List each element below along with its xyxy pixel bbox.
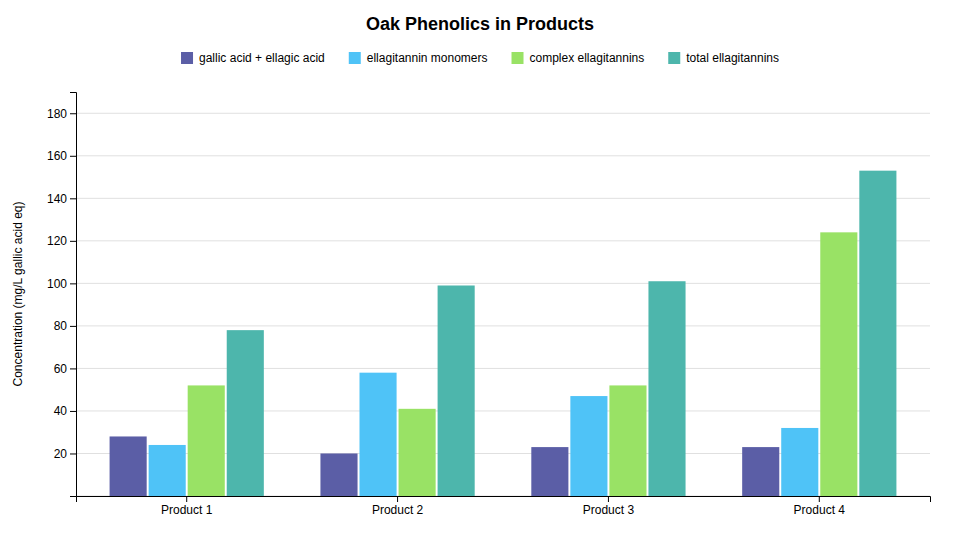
bar <box>110 436 147 496</box>
legend-item: complex ellagitannins <box>512 51 645 65</box>
x-tick-mark <box>186 496 187 502</box>
x-tick-label: Product 3 <box>583 503 635 517</box>
y-tick: 160 <box>47 149 76 163</box>
legend-item: ellagitannin monomers <box>349 51 488 65</box>
y-axis-title: Concentration (mg/L gallic acid eq) <box>11 202 25 387</box>
y-tick: 80 <box>54 319 76 333</box>
legend-swatch <box>512 52 524 64</box>
bar <box>320 453 357 496</box>
x-tick-mark <box>608 496 609 502</box>
bar <box>781 428 818 496</box>
x-axis-line <box>77 497 931 503</box>
y-tick-mark <box>70 326 76 327</box>
grid-line <box>76 283 930 284</box>
grid <box>76 113 930 496</box>
y-axis-line <box>70 93 77 497</box>
y-tick: 40 <box>54 404 76 418</box>
legend-swatch <box>181 52 193 64</box>
bar <box>188 385 225 496</box>
bar <box>399 409 436 496</box>
y-tick-mark <box>70 241 76 242</box>
y-axis: 20 40 60 80 100 120 140 160 180 <box>47 93 77 497</box>
bar <box>648 281 685 496</box>
legend-label: gallic acid + ellagic acid <box>199 51 325 65</box>
y-tick-mark <box>70 156 76 157</box>
bar <box>438 285 475 496</box>
title: Oak Phenolics in Products <box>366 14 594 34</box>
y-tick: 100 <box>47 277 76 291</box>
y-tick: 20 <box>54 447 76 461</box>
bar <box>742 447 779 496</box>
plot: 20406080100120140160180Product 1Product … <box>47 93 931 517</box>
y-tick-mark <box>70 368 76 369</box>
bar <box>609 385 646 496</box>
grid-line <box>76 113 930 114</box>
x-tick-mark <box>397 496 398 502</box>
bar <box>859 171 896 496</box>
y-tick-label: 180 <box>47 107 67 121</box>
x-tick: Product 1 <box>161 496 213 517</box>
legend-swatch <box>668 52 680 64</box>
y-tick-label: 100 <box>47 277 67 291</box>
bar <box>570 396 607 496</box>
x-tick: Product 2 <box>372 496 424 517</box>
y-tick: 120 <box>47 234 76 248</box>
y-tick-mark <box>70 496 76 497</box>
bar <box>820 232 857 496</box>
bar <box>531 447 568 496</box>
x-axis: Product 1 Product 2 Product 3 Product 4 <box>77 496 931 517</box>
legend-label: ellagitannin monomers <box>367 51 488 65</box>
x-tick-label: Product 4 <box>794 503 846 517</box>
y-tick-mark <box>70 411 76 412</box>
y-tick: 60 <box>54 362 76 376</box>
chart: Oak Phenolics in Products 20 40 60 80 100 120 1… <box>0 0 960 540</box>
y-tick-label: 60 <box>54 362 68 376</box>
legend-item: gallic acid + ellagic acid <box>181 51 325 65</box>
grid-line <box>76 368 930 369</box>
grid-line <box>76 325 930 326</box>
y-tick-label: 80 <box>54 319 68 333</box>
legend-swatch <box>349 52 361 64</box>
legend-label: total ellagitannins <box>686 51 779 65</box>
legend-item: total ellagitannins <box>668 51 779 65</box>
y-tick-label: 20 <box>54 447 68 461</box>
y-tick-mark <box>70 283 76 284</box>
y-tick-label: 160 <box>47 149 67 163</box>
y-tick-label: 120 <box>47 234 67 248</box>
grid-line <box>76 240 930 241</box>
y-tick-mark <box>70 453 76 454</box>
y-tick-label: 140 <box>47 192 67 206</box>
x-tick: Product 4 <box>794 496 846 517</box>
y-tick <box>70 496 76 497</box>
y-tick: 140 <box>47 192 76 206</box>
y-tick-mark <box>70 113 76 114</box>
x-tick-mark <box>819 496 820 502</box>
bar <box>359 373 396 496</box>
y-tick-mark <box>70 198 76 199</box>
bar <box>149 445 186 496</box>
grid-line <box>76 198 930 199</box>
grid-line <box>76 155 930 156</box>
x-tick: Product 3 <box>583 496 635 517</box>
y-tick: 180 <box>47 107 76 121</box>
x-tick-label: Product 1 <box>161 503 213 517</box>
x-tick-label: Product 2 <box>372 503 424 517</box>
bar-series <box>188 232 858 496</box>
y-tick-label: 40 <box>54 404 68 418</box>
legend-label: complex ellagitannins <box>530 51 645 65</box>
bars <box>110 171 897 496</box>
bar-series <box>227 171 897 496</box>
bar <box>227 330 264 496</box>
legend: gallic acid + ellagic acid ellagitannin m… <box>181 51 779 65</box>
